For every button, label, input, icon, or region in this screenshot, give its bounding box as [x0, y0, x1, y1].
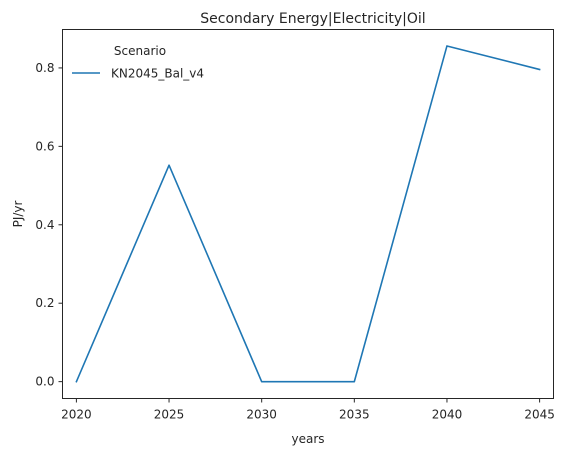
- x-tick-label: 2030: [246, 408, 277, 422]
- x-tick-label: 2040: [432, 408, 463, 422]
- x-axis-label: years: [291, 432, 324, 446]
- x-tick-label: 2025: [154, 408, 185, 422]
- x-tick-label: 2045: [524, 408, 555, 422]
- legend: Scenario KN2045_Bal_v4: [72, 44, 204, 81]
- plot-frame: [62, 29, 554, 399]
- legend-label-kn2045-bal-v4: KN2045_Bal_v4: [111, 67, 204, 81]
- y-axis: 0.0 0.2 0.4 0.6 0.8: [35, 61, 63, 389]
- x-axis: 2020 2025 2030 2035 2040 2045: [61, 398, 555, 422]
- y-tick-label: 0.4: [35, 218, 54, 232]
- x-tick-label: 2035: [339, 408, 370, 422]
- y-tick-label: 0.0: [35, 375, 54, 389]
- plot-lines: [75, 45, 541, 383]
- series-line-kn2045-bal-v4: [75, 45, 541, 383]
- legend-title: Scenario: [114, 44, 166, 58]
- y-tick-label: 0.8: [35, 61, 54, 75]
- y-axis-label: PJ/yr: [11, 201, 25, 228]
- y-tick-label: 0.6: [35, 139, 54, 153]
- chart-title: Secondary Energy|Electricity|Oil: [200, 11, 425, 27]
- x-tick-label: 2020: [61, 408, 92, 422]
- y-tick-label: 0.2: [35, 296, 54, 310]
